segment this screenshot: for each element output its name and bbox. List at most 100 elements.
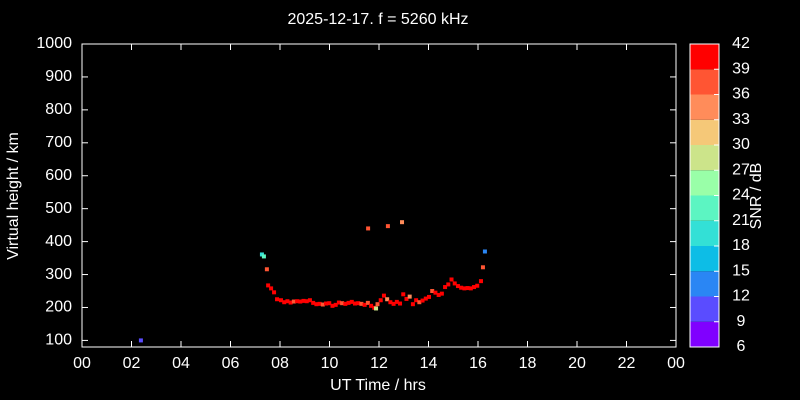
data-point [327,301,332,306]
data-point [455,284,460,289]
data-point [330,303,335,308]
colorbar-tick-label: 36 [732,86,750,103]
data-point [423,296,428,301]
colorbar-tick-label: 27 [732,161,750,178]
colorbar-tick-label: 24 [732,187,750,204]
data-point [420,298,425,303]
colorbar-segment [690,195,719,221]
data-point [404,296,409,301]
data-point [291,299,296,304]
y-tick-label: 1000 [36,35,72,52]
colorbar-tick-label: 18 [732,237,750,254]
data-point [398,301,403,306]
colorbar-segment [690,296,719,322]
y-tick-label: 500 [45,200,72,217]
data-point [436,292,441,297]
data-point [459,285,464,290]
data-point [320,302,325,307]
data-point [378,298,383,303]
data-point [288,300,293,305]
data-point [278,298,283,303]
data-point [138,338,143,343]
data-point [480,265,485,270]
chart-title: 2025-12-17. f = 5260 kHz [287,11,468,28]
data-point [439,291,444,296]
data-point [446,282,451,287]
data-point [261,254,266,259]
data-point [295,299,300,304]
data-point [391,301,396,306]
data-point [352,301,357,306]
data-point [475,283,480,288]
colorbar-tick-label: 42 [732,35,750,52]
data-point [264,267,269,272]
x-tick-label: 04 [172,355,190,372]
colorbar-label: SNR / dB [748,163,765,230]
data-point [365,300,370,305]
colorbar-segment [690,44,719,70]
colorbar-segment [690,220,719,246]
data-point [285,299,290,304]
colorbar-segment [690,145,719,171]
colorbar-segment [690,94,719,120]
data-point [417,300,422,305]
data-point [343,301,348,306]
data-point [465,286,470,291]
colorbar-tick-label: 6 [737,338,746,355]
x-axis-label: UT Time / hrs [330,377,426,394]
colorbar-tick-label: 12 [732,288,750,305]
y-tick-label: 600 [45,167,72,184]
y-tick-label: 100 [45,332,72,349]
data-point [381,293,386,298]
colorbar-tick-label: 39 [732,60,750,77]
data-point [307,298,312,303]
data-point [388,300,393,305]
data-point [452,281,457,286]
colorbar-segment [690,69,719,95]
data-point [385,224,390,229]
colorbar-tick-label: 21 [732,212,750,229]
x-tick-label: 00 [73,355,91,372]
data-point [359,301,364,306]
data-point [478,279,483,284]
colorbar-tick-label: 9 [737,313,746,330]
x-tick-label: 08 [271,355,289,372]
x-tick-label: 10 [321,355,339,372]
data-point [426,294,431,299]
y-tick-label: 800 [45,101,72,118]
data-point [333,302,338,307]
data-point [462,286,467,291]
data-point [282,300,287,305]
y-tick-label: 900 [45,68,72,85]
data-point [311,300,316,305]
data-point [324,301,329,306]
y-tick-label: 200 [45,299,72,316]
data-point [272,290,277,295]
colorbar-segment [690,321,719,347]
x-tick-label: 02 [123,355,141,372]
data-point [346,300,351,305]
data-point [430,289,435,294]
data-point [443,285,448,290]
data-point [301,298,306,303]
colorbar-segment [690,271,719,297]
data-point [304,299,309,304]
colorbar-segment [690,119,719,145]
data-point [433,290,438,295]
data-point [366,226,371,231]
y-tick-label: 700 [45,134,72,151]
data-point [349,299,354,304]
colorbar-tick-label: 30 [732,136,750,153]
data-point [298,299,303,304]
x-tick-label: 22 [618,355,636,372]
data-point [410,302,415,307]
data-point [414,298,419,303]
data-point [472,285,477,290]
x-tick-label: 20 [568,355,586,372]
x-tick-label: 12 [370,355,388,372]
colorbar-segment [690,246,719,272]
y-axis-label: Virtual height / km [5,132,22,260]
data-point [356,301,361,306]
